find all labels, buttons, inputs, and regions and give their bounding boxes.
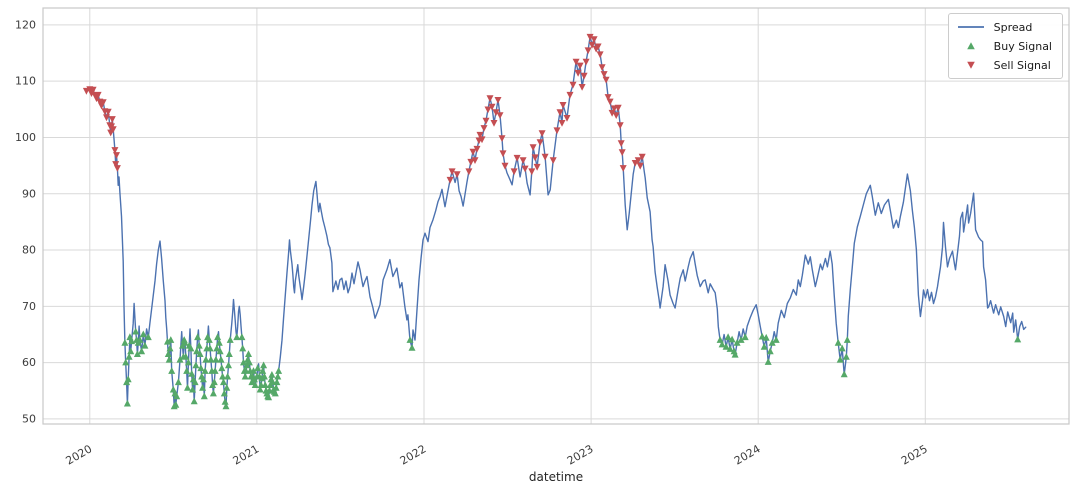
legend-item-sell: Sell Signal: [956, 57, 1052, 73]
x-tick-label: 2025: [899, 442, 930, 467]
y-tick-label: 60: [22, 356, 36, 369]
y-tick-label: 50: [22, 412, 36, 425]
x-tick-label: 2024: [732, 442, 763, 467]
y-tick-label: 100: [15, 131, 36, 144]
y-tick-label: 90: [22, 187, 36, 200]
plot-area: [43, 8, 1069, 424]
y-tick-label: 110: [15, 75, 36, 88]
plot-border: [42, 7, 1070, 425]
x-tick-label: 2021: [231, 442, 262, 467]
legend: Spread Buy Signal Sell Signal: [947, 13, 1063, 79]
legend-item-spread: Spread: [956, 19, 1052, 35]
x-tick-label: 2022: [398, 442, 429, 467]
legend-item-buy: Buy Signal: [956, 38, 1052, 54]
legend-label-buy: Buy Signal: [993, 39, 1052, 53]
y-tick-label: 120: [15, 18, 36, 31]
spread-line-icon: [957, 26, 984, 28]
sell-signal-markers: [82, 33, 646, 184]
x-tick-label: 2020: [64, 442, 95, 467]
legend-label-spread: Spread: [993, 20, 1033, 34]
legend-label-sell: Sell Signal: [993, 58, 1051, 72]
triangle-up-icon: [966, 42, 975, 50]
x-tick-label: 2023: [565, 442, 596, 467]
x-axis-label: datetime: [528, 470, 584, 484]
y-tick-label: 80: [22, 244, 36, 257]
gridlines: [43, 8, 1069, 424]
y-tick-label: 70: [22, 300, 36, 313]
triangle-down-icon: [966, 61, 975, 69]
